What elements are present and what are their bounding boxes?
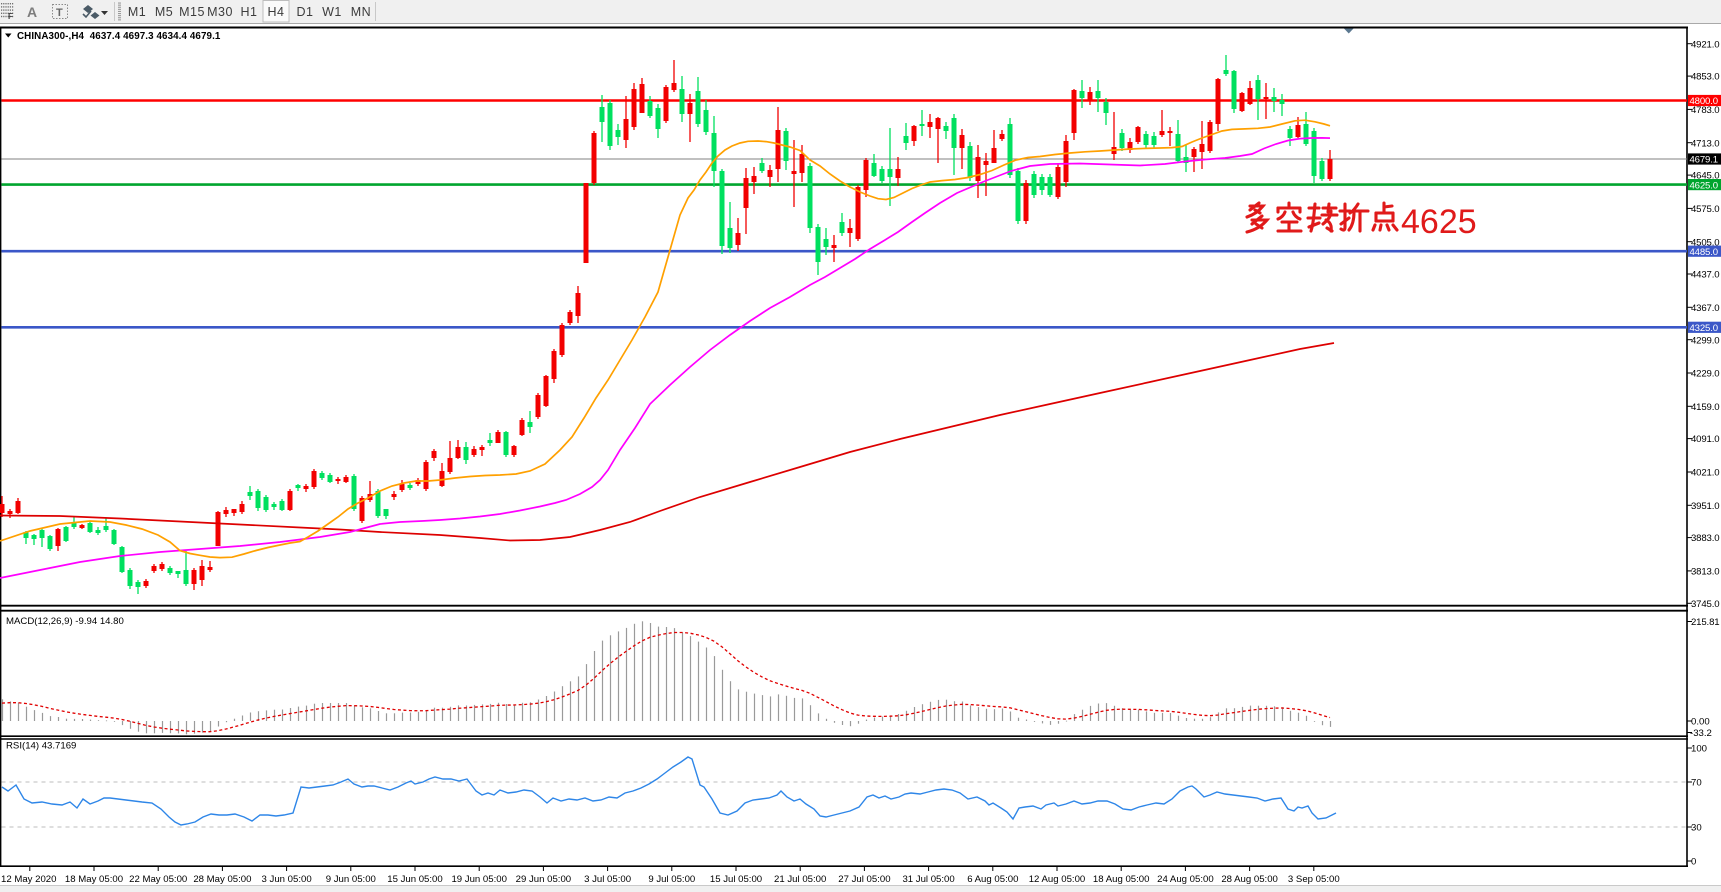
svg-text:28 May 05:00: 28 May 05:00	[193, 874, 251, 885]
svg-text:3813.0: 3813.0	[1691, 567, 1719, 578]
svg-text:H1: H1	[241, 5, 258, 19]
svg-text:6 Aug 05:00: 6 Aug 05:00	[967, 874, 1018, 885]
svg-text:70: 70	[1691, 778, 1702, 789]
svg-text:15 Jul 05:00: 15 Jul 05:00	[710, 874, 762, 885]
svg-text:H4: H4	[268, 5, 285, 19]
svg-text:4091.0: 4091.0	[1691, 434, 1719, 445]
svg-text:4325.0: 4325.0	[1690, 323, 1718, 334]
svg-text:12 Aug 05:00: 12 Aug 05:00	[1029, 874, 1086, 885]
svg-text:4800.0: 4800.0	[1690, 96, 1718, 107]
svg-text:M5: M5	[155, 5, 173, 19]
svg-text:CHINA300-,H4 4637.4 4697.3 46: CHINA300-,H4 4637.4 4697.3 4634.4 4679.1	[17, 31, 221, 42]
svg-text:4625.0: 4625.0	[1690, 180, 1718, 191]
svg-text:4645.0: 4645.0	[1691, 171, 1719, 182]
svg-text:18 May 05:00: 18 May 05:00	[65, 874, 123, 885]
svg-text:21 Jul 05:00: 21 Jul 05:00	[774, 874, 826, 885]
svg-text:0: 0	[1691, 857, 1696, 868]
svg-text:W1: W1	[322, 5, 342, 19]
svg-text:3883.0: 3883.0	[1691, 533, 1719, 544]
svg-text:4679.1: 4679.1	[1690, 155, 1718, 166]
svg-text:RSI(14) 43.7169: RSI(14) 43.7169	[6, 741, 76, 752]
svg-text:30: 30	[1691, 823, 1702, 834]
svg-text:29 Jun 05:00: 29 Jun 05:00	[516, 874, 571, 885]
svg-text:4229.0: 4229.0	[1691, 369, 1719, 380]
svg-text:4921.0: 4921.0	[1691, 39, 1719, 50]
svg-text:24 Aug 05:00: 24 Aug 05:00	[1157, 874, 1214, 885]
svg-text:4505.0: 4505.0	[1691, 237, 1719, 248]
svg-text:3 Sep 05:00: 3 Sep 05:00	[1288, 874, 1340, 885]
svg-text:-33.2: -33.2	[1690, 728, 1712, 739]
svg-text:4485.0: 4485.0	[1690, 247, 1718, 258]
svg-text:31 Jul 05:00: 31 Jul 05:00	[902, 874, 954, 885]
svg-text:T: T	[56, 7, 63, 19]
svg-text:4299.0: 4299.0	[1691, 335, 1719, 346]
svg-text:215.81: 215.81	[1691, 617, 1719, 628]
svg-text:D1: D1	[297, 5, 314, 19]
svg-text:0.00: 0.00	[1691, 717, 1710, 728]
svg-text:15 Jun 05:00: 15 Jun 05:00	[387, 874, 442, 885]
svg-text:4713.0: 4713.0	[1691, 138, 1719, 149]
svg-text:4625: 4625	[1401, 203, 1477, 241]
svg-text:3745.0: 3745.0	[1691, 599, 1719, 610]
svg-text:M30: M30	[207, 5, 233, 19]
svg-text:4853.0: 4853.0	[1691, 72, 1719, 83]
svg-text:3 Jun 05:00: 3 Jun 05:00	[262, 874, 312, 885]
svg-text:22 May 05:00: 22 May 05:00	[129, 874, 187, 885]
svg-text:M1: M1	[128, 5, 146, 19]
svg-text:4367.0: 4367.0	[1691, 303, 1719, 314]
svg-text:4437.0: 4437.0	[1691, 270, 1719, 281]
svg-text:27 Jul 05:00: 27 Jul 05:00	[838, 874, 890, 885]
svg-text:M15: M15	[179, 5, 205, 19]
svg-text:MACD(12,26,9) -9.94 14.80: MACD(12,26,9) -9.94 14.80	[6, 616, 124, 627]
svg-text:18 Aug 05:00: 18 Aug 05:00	[1093, 874, 1150, 885]
svg-text:100: 100	[1691, 744, 1707, 755]
svg-text:19 Jun 05:00: 19 Jun 05:00	[451, 874, 506, 885]
svg-text:12 May 2020: 12 May 2020	[1, 874, 56, 885]
svg-text:MN: MN	[351, 5, 371, 19]
svg-text:9 Jul 05:00: 9 Jul 05:00	[648, 874, 695, 885]
svg-text:4021.0: 4021.0	[1691, 468, 1719, 479]
svg-text:4159.0: 4159.0	[1691, 402, 1719, 413]
svg-text:F: F	[8, 12, 13, 21]
svg-text:3 Jul 05:00: 3 Jul 05:00	[584, 874, 631, 885]
svg-text:3951.0: 3951.0	[1691, 501, 1719, 512]
svg-text:28 Aug 05:00: 28 Aug 05:00	[1221, 874, 1278, 885]
svg-text:A: A	[27, 4, 37, 20]
svg-text:9 Jun 05:00: 9 Jun 05:00	[326, 874, 376, 885]
svg-text:4783.0: 4783.0	[1691, 105, 1719, 116]
svg-text:4575.0: 4575.0	[1691, 204, 1719, 215]
